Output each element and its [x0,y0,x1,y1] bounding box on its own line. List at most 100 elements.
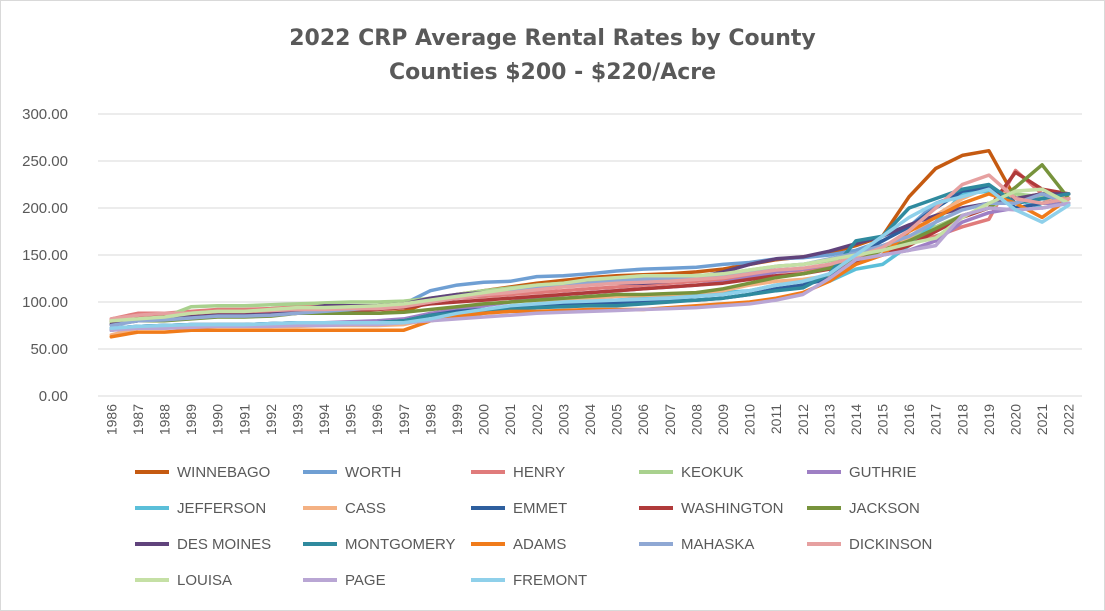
x-tick-label: 1995 [343,404,359,435]
legend-item: DICKINSON [807,534,932,554]
legend-label: WINNEBAGO [177,463,271,481]
legend-item: ADAMS [471,534,566,554]
legend-label: GUTHRIE [849,463,917,481]
legend-item: WINNEBAGO [135,462,270,482]
legend-label: MAHASKA [681,535,755,553]
x-tick-label: 2007 [662,404,678,435]
legend-swatch [639,470,673,474]
x-tick-label: 2001 [502,404,518,435]
legend-item: JACKSON [807,498,920,518]
legend-item: HENRY [471,462,565,482]
series-line-louisa [109,187,1071,323]
legend-swatch [471,542,505,546]
x-tick-label: 2014 [848,404,864,435]
legend-item: LOUISA [135,570,232,590]
legend-item: JEFFERSON [135,498,266,518]
legend-label: KEOKUK [681,463,744,481]
x-tick-label: 1986 [103,404,119,435]
x-tick-label: 2020 [1008,404,1024,435]
x-tick-label: 2013 [821,404,837,435]
y-tick-label: 250.00 [22,153,68,170]
x-tick-label: 2004 [582,404,598,435]
y-tick-label: 300.00 [22,106,68,123]
legend-swatch [135,506,169,510]
x-tick-label: 2005 [609,404,625,435]
legend-swatch [135,578,169,582]
x-tick-label: 2017 [928,404,944,435]
x-tick-label: 2009 [715,404,731,435]
y-tick-label: 200.00 [22,200,68,217]
legend-swatch [639,542,673,546]
legend-item: DES MOINES [135,534,271,554]
series-line-washington [109,170,1071,323]
legend-swatch [303,506,337,510]
legend-item: CASS [303,498,386,518]
legend-label: JEFFERSON [177,499,267,517]
x-tick-label: 1996 [369,404,385,435]
x-tick-label: 1988 [156,404,172,435]
legend-swatch [807,542,841,546]
legend-label: MONTGOMERY [345,535,456,553]
legend-label: DICKINSON [849,535,933,553]
legend-swatch [471,578,505,582]
legend-label: CASS [345,499,386,517]
legend-label: PAGE [345,571,386,589]
chart-title: 2022 CRP Average Rental Rates by County [289,26,816,51]
legend-swatch [303,542,337,546]
x-tick-label: 2011 [768,404,784,434]
legend-item: FREMONT [471,570,587,590]
legend-label: WASHINGTON [681,499,784,517]
legend-label: JACKSON [849,499,920,517]
legend-item: PAGE [303,570,386,590]
series-line-page [109,201,1071,332]
y-tick-label: 50.00 [30,341,68,358]
chart-title-block: 2022 CRP Average Rental Rates by County … [0,22,1105,90]
legend-item: WASHINGTON [639,498,784,518]
y-tick-label: 150.00 [22,247,68,264]
legend-label: WORTH [345,463,402,481]
x-tick-label: 2016 [901,404,917,435]
legend-swatch [303,578,337,582]
series-line-mahaska [109,192,1071,328]
legend-swatch [807,470,841,474]
legend-item: KEOKUK [639,462,744,482]
legend-label: EMMET [513,499,568,517]
x-tick-label: 2022 [1061,404,1077,435]
x-tick-label: 1992 [263,404,279,435]
legend-item: GUTHRIE [807,462,917,482]
legend-item: MONTGOMERY [303,534,456,554]
legend-swatch [471,470,505,474]
x-tick-label: 2002 [529,404,545,435]
chart-subtitle: Counties $200 - $220/Acre [388,60,717,85]
legend-item: WORTH [303,462,401,482]
x-tick-label: 1999 [449,404,465,435]
x-tick-label: 1989 [183,404,199,435]
legend-swatch [639,506,673,510]
x-tick-label: 2008 [688,404,704,435]
x-tick-label: 1991 [236,404,252,435]
legend-item: EMMET [471,498,567,518]
legend-label: FREMONT [513,571,588,589]
series-line-fremont [109,187,1071,331]
legend-swatch [303,470,337,474]
x-tick-label: 2015 [875,404,891,435]
legend-swatch [135,542,169,546]
x-tick-label: 1998 [422,404,438,435]
x-tick-label: 2018 [954,404,970,435]
x-tick-label: 2000 [476,404,492,435]
x-tick-label: 1987 [130,404,146,435]
legend-label: ADAMS [513,535,567,553]
x-tick-label: 1993 [289,404,305,435]
legend-label: LOUISA [177,571,233,589]
y-tick-label: 100.00 [22,294,68,311]
y-tick-label: 0.00 [39,388,68,405]
x-tick-label: 2021 [1034,404,1050,435]
x-tick-label: 1994 [316,404,332,435]
legend-label: HENRY [513,463,566,481]
legend-swatch [135,470,169,474]
x-tick-label: 1997 [396,404,412,435]
x-tick-label: 2003 [555,404,571,435]
legend-item: MAHASKA [639,534,754,554]
x-tick-label: 2012 [795,404,811,435]
